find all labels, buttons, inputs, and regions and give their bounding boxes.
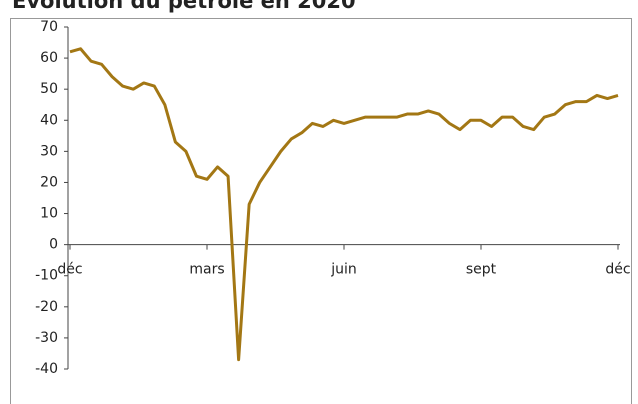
y-tick-label: 30 <box>40 143 58 159</box>
y-tick-label: 10 <box>40 206 58 222</box>
series-line <box>69 47 619 362</box>
x-tick-label: juin <box>330 262 357 278</box>
y-tick-label: -20 <box>35 299 58 315</box>
x-tick-label: mars <box>189 262 224 278</box>
y-tick-label: 70 <box>40 19 58 35</box>
frame <box>10 18 632 404</box>
chart-title: Évolution du pétrole en 2020 <box>12 0 356 13</box>
x-tick-label: déc <box>57 262 82 278</box>
y-tick-label: -40 <box>35 361 58 377</box>
x-tick-label: déc <box>605 262 630 278</box>
y-tick-label: -10 <box>35 268 58 284</box>
y-tick-label: -30 <box>35 330 58 346</box>
x-tick-label: sept <box>466 262 497 278</box>
y-tick-label: 0 <box>49 237 58 253</box>
y-tick-label: 40 <box>40 112 58 128</box>
y-tick-label: 50 <box>40 81 58 97</box>
y-tick-label: 60 <box>40 50 58 66</box>
y-tick-label: 20 <box>40 174 58 190</box>
